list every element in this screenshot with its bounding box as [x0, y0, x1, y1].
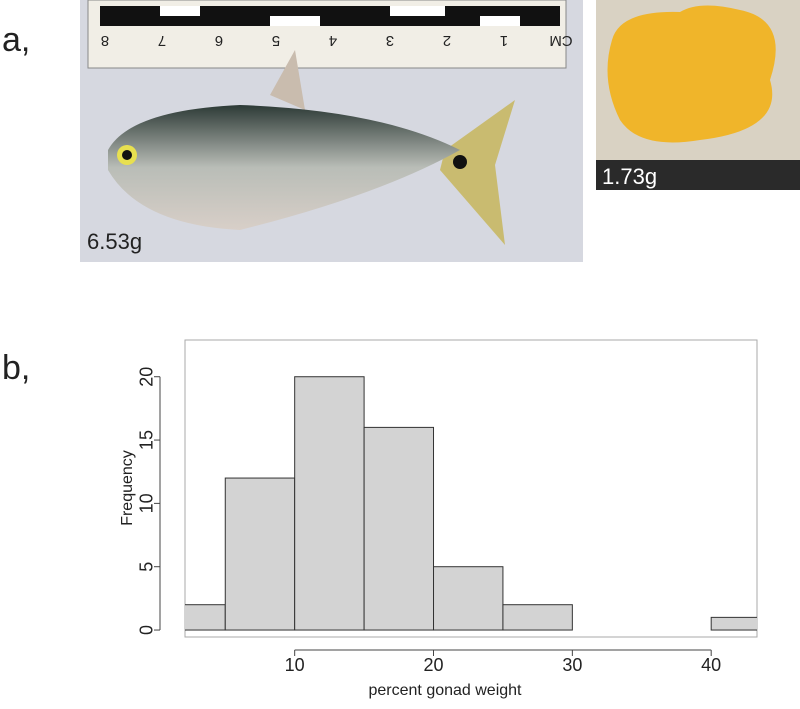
ruler-label: 6 — [215, 32, 223, 49]
bar — [433, 566, 504, 631]
y-tick-label: 10 — [137, 493, 157, 513]
ruler-label: 5 — [272, 32, 280, 49]
ruler-label: 1 — [500, 32, 508, 49]
y-axis-label: Frequency — [119, 450, 136, 526]
gonad-photo: 1.73g — [596, 0, 800, 190]
axes: 10 20 30 40 0 5 10 15 20 — [137, 367, 721, 675]
gonad-weight: 1.73g — [602, 164, 657, 189]
plot-frame — [184, 339, 758, 638]
ruler-label: 4 — [329, 32, 337, 49]
ruler-label: 2 — [443, 32, 451, 49]
panel-label: b, — [2, 349, 30, 387]
x-tick-label: 20 — [423, 655, 443, 675]
ruler-label: 7 — [158, 32, 166, 49]
ruler-label: 3 — [386, 32, 394, 49]
bar — [363, 426, 435, 631]
y-tick-label: 5 — [137, 562, 157, 572]
fish-weight: 6.53g — [87, 229, 142, 254]
x-tick-label: 10 — [285, 655, 305, 675]
x-axis-label: percent gonad weight — [369, 682, 523, 699]
ruler-label: CM — [549, 32, 572, 49]
ruler-labels: 8 7 6 5 4 3 2 1 CM — [101, 32, 573, 49]
plot-area — [185, 376, 757, 631]
y-tick-label: 15 — [137, 430, 157, 450]
bar — [185, 604, 226, 631]
y-tick-label: 20 — [137, 367, 157, 387]
x-tick-label: 40 — [701, 655, 721, 675]
panel-label: a, — [2, 21, 30, 59]
y-tick-label: 0 — [137, 625, 157, 635]
bar — [224, 477, 296, 631]
bar — [710, 616, 757, 631]
fish-photo: 6.53g — [80, 0, 583, 262]
bar — [294, 376, 365, 631]
ruler-label: 8 — [101, 32, 109, 49]
bar — [502, 604, 573, 631]
x-tick-label: 30 — [562, 655, 582, 675]
